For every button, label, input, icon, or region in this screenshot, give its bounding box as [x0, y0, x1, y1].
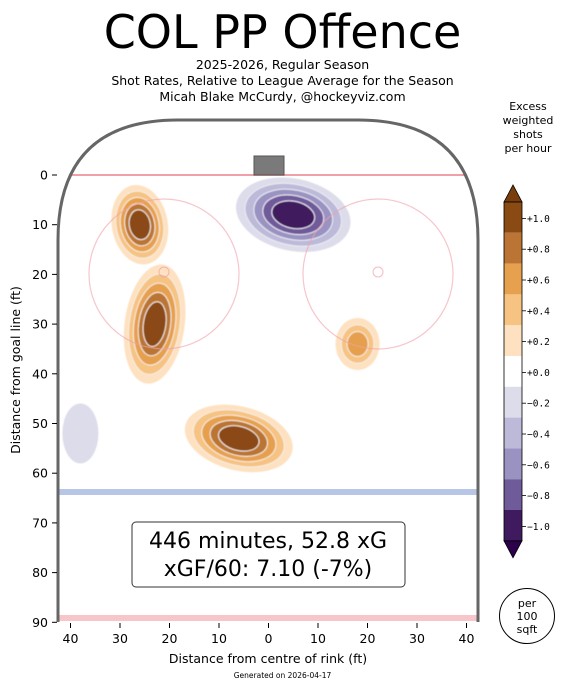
- colorbar-segment: [504, 356, 522, 387]
- y-tick-label: 60: [32, 466, 48, 481]
- faceoff-dot-right: [372, 266, 384, 278]
- x-tick-label: 10: [310, 631, 326, 646]
- colorbar-under-arrow: [503, 540, 523, 559]
- rink-markings: [58, 155, 478, 621]
- colorbar-segment: [504, 448, 522, 480]
- y-tick-label: 80: [32, 565, 48, 580]
- x-tick-label: 20: [162, 631, 178, 646]
- hotspot: [62, 403, 99, 464]
- hotspot: [236, 177, 351, 252]
- goal-net: [253, 155, 285, 176]
- colorbar-title-line: per hour: [504, 142, 552, 155]
- colorbar-tick-label: −0.8: [527, 491, 550, 502]
- colorbar-tick-label: −0.6: [527, 460, 550, 471]
- x-tick-label: 20: [360, 631, 376, 646]
- colorbar-tick-label: −0.4: [527, 430, 550, 441]
- colorbar-tick-label: +0.2: [527, 337, 550, 348]
- heat-contour: [218, 425, 260, 452]
- hotspot: [335, 317, 380, 370]
- scale-note-line: 100: [516, 609, 538, 623]
- subtitle-author: Micah Blake McCurdy, @hockeyviz.com: [159, 89, 406, 104]
- x-tick-label: 40: [63, 631, 79, 646]
- hotspot: [184, 404, 293, 473]
- x-tick-label: 0: [265, 631, 273, 646]
- subtitle-description: Shot Rates, Relative to League Average f…: [111, 73, 454, 88]
- colorbar-tick-label: +1.0: [527, 214, 550, 225]
- colorbar-tick-label: −1.0: [527, 522, 550, 533]
- colorbar-segment: [504, 294, 522, 326]
- x-tick-label: 30: [112, 631, 128, 646]
- heat-contour: [346, 331, 369, 357]
- faceoff-circle-left: [88, 198, 240, 350]
- colorbar-segment: [504, 479, 522, 510]
- subtitle-season: 2025-2026, Regular Season: [195, 57, 370, 72]
- colorbar: +1.0 +0.8 +0.6 +0.4 +0.2 +0.0 −0.2 −0.4 −0.6 −0.8…: [503, 184, 550, 559]
- x-tick-label: 40: [459, 631, 475, 646]
- colorbar-segment: [504, 232, 522, 264]
- y-tick-label: 30: [32, 317, 48, 332]
- colorbar-title-line: shots: [513, 128, 543, 141]
- hotspot: [111, 185, 169, 265]
- colorbar-segment: [504, 325, 522, 356]
- colorbar-tick-label: +0.0: [527, 368, 550, 379]
- y-tick-label: 40: [32, 366, 48, 381]
- colorbar-title-line: weighted: [502, 114, 554, 127]
- colorbar-segment: [504, 510, 522, 541]
- stats-box: [131, 521, 406, 588]
- hotspot: [123, 264, 186, 384]
- colorbar-segment: [504, 263, 522, 295]
- colorbar-title-line: Excess: [509, 100, 547, 113]
- faceoff-dot-left: [158, 266, 170, 278]
- colorbar-tick-label: +0.8: [527, 245, 550, 256]
- y-axis: 0 10 20 30 40 50 60 70 80 90: [32, 168, 57, 630]
- colorbar-segment: [504, 386, 522, 418]
- y-tick-label: 50: [32, 416, 48, 431]
- colorbar-tick-label: +0.4: [527, 306, 550, 317]
- heat-contour: [271, 200, 316, 230]
- colorbar-segment: [504, 417, 522, 449]
- colorbar-frame: [503, 201, 523, 542]
- scale-note-line: sqft: [516, 622, 538, 636]
- x-tick-label: 30: [409, 631, 425, 646]
- y-tick-label: 70: [32, 515, 48, 530]
- y-tick-label: 90: [32, 615, 48, 630]
- x-tick-label: 10: [211, 631, 227, 646]
- heat-contour: [62, 403, 99, 464]
- y-tick-label: 10: [32, 217, 48, 232]
- colorbar-tick-label: +0.6: [527, 276, 550, 287]
- chart-title: COL PP Offence: [103, 5, 462, 59]
- y-axis-label: Distance from goal line (ft): [8, 286, 23, 454]
- stats-line-minutes-xg: 446 minutes, 52.8 xG: [149, 529, 387, 554]
- scale-note: per 100 sqft: [499, 588, 555, 644]
- y-tick-label: 0: [40, 168, 48, 183]
- scale-note-line: per: [517, 596, 537, 610]
- x-axis: 40 30 20 10 0 10 20 30 40: [63, 623, 475, 646]
- heat-contour: [128, 209, 151, 241]
- colorbar-segment: [504, 202, 522, 233]
- rink-boards: [56, 118, 480, 622]
- colorbar-tick-label: −0.2: [527, 399, 550, 410]
- stats-line-xgf60: xGF/60: 7.10 (-7%): [164, 557, 373, 582]
- x-axis-label: Distance from centre of rink (ft): [169, 651, 367, 666]
- y-tick-label: 20: [32, 267, 48, 282]
- colorbar-title: Excess weighted shots per hour: [490, 100, 565, 156]
- heat-contour: [142, 301, 167, 347]
- faceoff-circle-right: [302, 198, 454, 350]
- colorbar-over-arrow: [503, 184, 523, 203]
- generated-date: Generated on 2026-04-17: [233, 671, 332, 680]
